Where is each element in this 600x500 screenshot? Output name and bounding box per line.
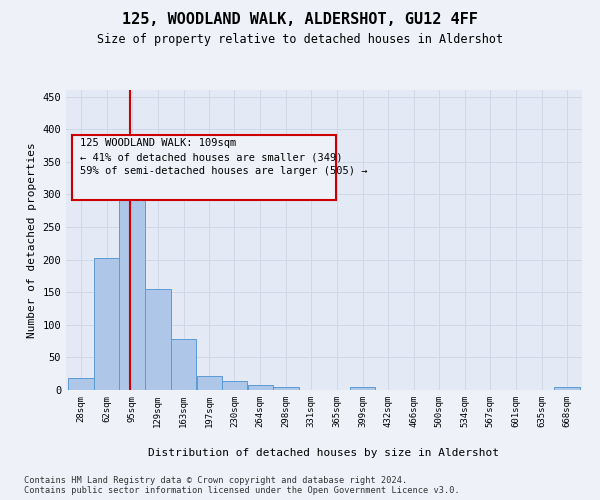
Bar: [68, 378, 94, 390]
Bar: [94, 258, 119, 390]
Bar: [248, 385, 273, 390]
Bar: [119, 150, 145, 390]
Text: 125, WOODLAND WALK, ALDERSHOT, GU12 4FF: 125, WOODLAND WALK, ALDERSHOT, GU12 4FF: [122, 12, 478, 28]
Bar: [274, 386, 299, 390]
Bar: [145, 289, 170, 390]
Bar: [350, 386, 376, 390]
Text: Contains HM Land Registry data © Crown copyright and database right 2024.
Contai: Contains HM Land Registry data © Crown c…: [24, 476, 460, 495]
Bar: [197, 376, 222, 390]
Bar: [222, 381, 247, 390]
Bar: [554, 386, 580, 390]
Bar: [171, 339, 196, 390]
Y-axis label: Number of detached properties: Number of detached properties: [27, 142, 37, 338]
Text: Size of property relative to detached houses in Aldershot: Size of property relative to detached ho…: [97, 32, 503, 46]
Text: Distribution of detached houses by size in Aldershot: Distribution of detached houses by size …: [149, 448, 499, 458]
Text: 125 WOODLAND WALK: 109sqm
← 41% of detached houses are smaller (349)
59% of semi: 125 WOODLAND WALK: 109sqm ← 41% of detac…: [80, 138, 367, 176]
